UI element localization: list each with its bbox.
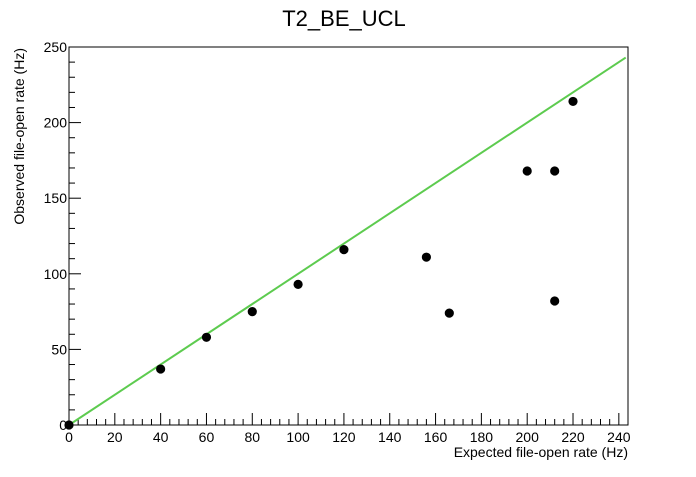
data-points-layer: [64, 96, 578, 430]
y-axis-ticks: [69, 46, 81, 426]
x-tick-label: 20: [107, 429, 123, 445]
x-tick-label: 40: [153, 429, 169, 445]
data-point: [568, 96, 578, 107]
data-point: [522, 166, 532, 176]
x-axis-label: Expected file-open rate (Hz): [454, 444, 628, 460]
y-axis-tick-labels: 0 50 100 150 200 250: [44, 39, 68, 433]
y-tick-label: 100: [44, 266, 68, 282]
x-tick-label: 60: [199, 429, 215, 445]
x-tick-label: 140: [378, 429, 402, 445]
chart-title: T2_BE_UCL: [282, 6, 406, 31]
x-tick-label: 220: [561, 429, 585, 445]
data-point: [64, 420, 74, 430]
x-tick-label: 120: [332, 429, 356, 445]
y-tick-label: 150: [44, 190, 68, 206]
reference-line-layer: [68, 56, 627, 426]
data-point: [293, 279, 303, 289]
data-point: [156, 364, 166, 374]
data-point: [444, 308, 454, 318]
x-axis-ticks: [68, 413, 629, 425]
plot-frame: [68, 46, 629, 426]
y-tick-label: 200: [44, 115, 68, 131]
x-tick-label: 240: [607, 429, 631, 445]
data-point: [421, 252, 431, 262]
y-axis-label: Observed file-open rate (Hz): [11, 48, 27, 225]
data-point: [201, 332, 212, 342]
plot-area-border: [68, 46, 629, 426]
x-tick-label: 200: [516, 429, 540, 445]
data-point: [550, 296, 560, 306]
y-tick-label: 0: [59, 417, 67, 433]
x-tick-label: 0: [65, 429, 73, 445]
x-axis-tick-labels: 0 20 40 60 80 100 120 140 160 180 200 220 240: [65, 429, 631, 445]
x-tick-label: 180: [470, 429, 494, 445]
data-point: [247, 306, 257, 317]
y-tick-label: 250: [44, 39, 68, 55]
x-tick-label: 160: [424, 429, 448, 445]
data-point: [339, 245, 349, 255]
x-tick-label: 80: [244, 429, 260, 445]
x-tick-label: 100: [286, 429, 310, 445]
data-point: [550, 166, 560, 176]
reference-line: [68, 56, 627, 426]
y-tick-label: 50: [51, 341, 67, 357]
